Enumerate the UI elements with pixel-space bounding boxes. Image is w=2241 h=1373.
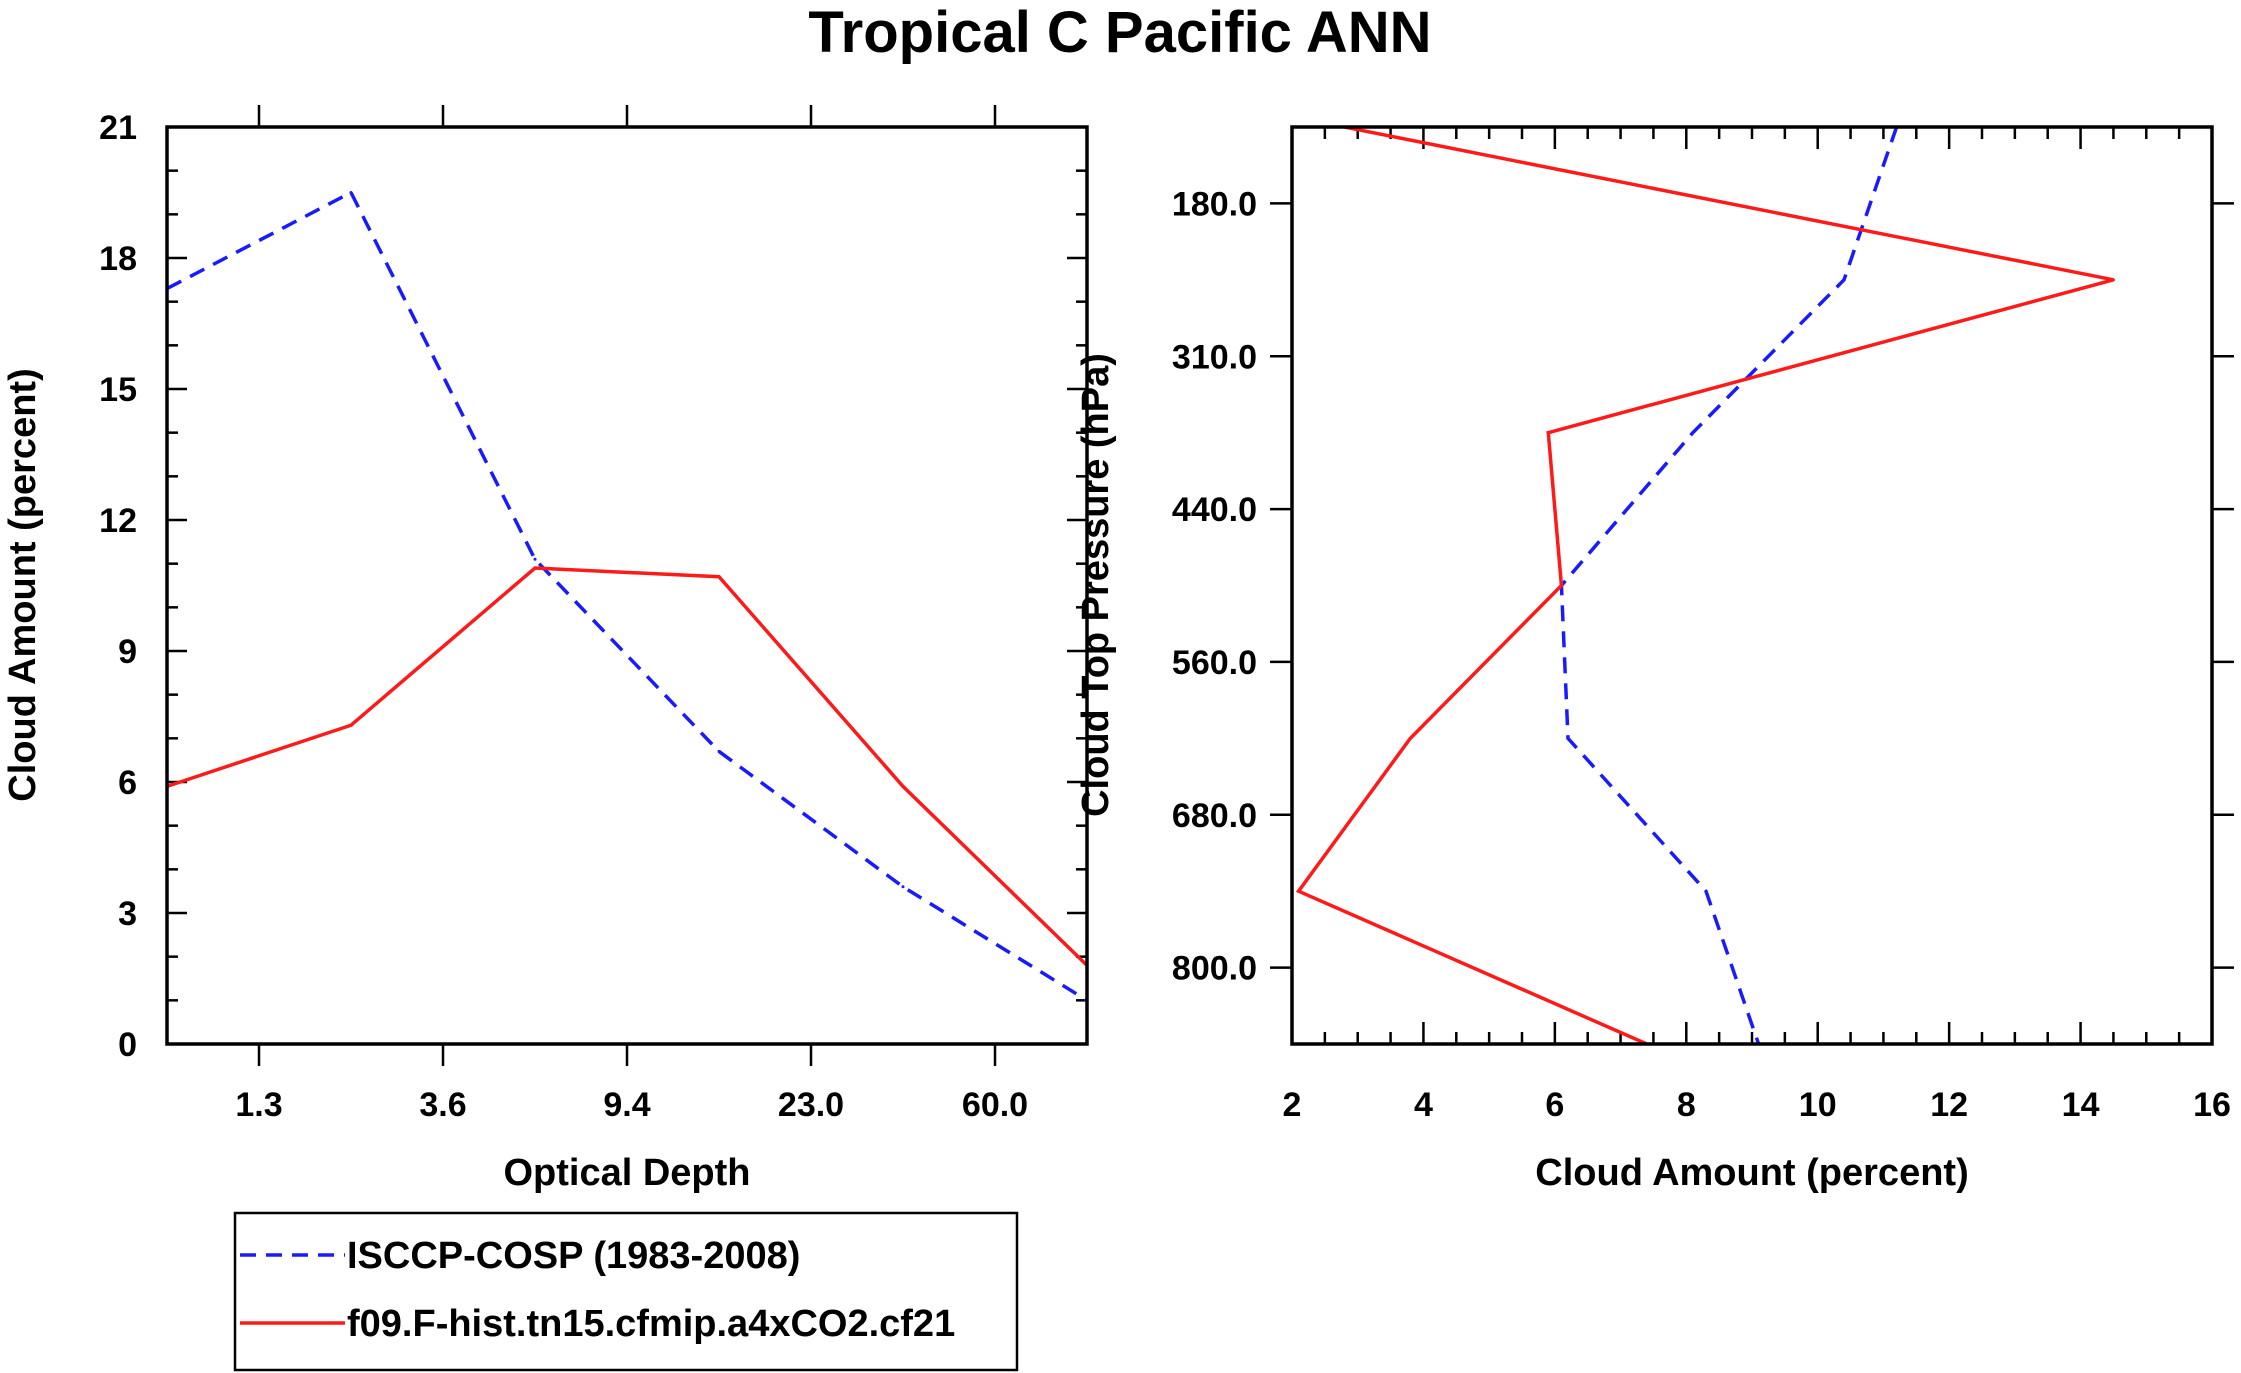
left-tick-labels: 0 3 6 9 12 15 18 21 1.3 3.6 9.4 23.0 60.0 <box>99 109 1028 1124</box>
right-point-1 <box>2111 278 2115 282</box>
right-y-tick-label: 180.0 <box>1172 185 1257 223</box>
left-point-1 <box>533 566 537 570</box>
right-point-1 <box>1297 889 1301 893</box>
right-x-tick-label: 2 <box>1283 1086 1302 1124</box>
left-point-0 <box>349 191 353 194</box>
optical-depth-panel: 0 3 6 9 12 15 18 21 1.3 3.6 9.4 23.0 60.0 Optical De… <box>2 105 1089 1194</box>
left-y-tick-label: 9 <box>118 633 137 671</box>
left-x-tick-label: 23.0 <box>778 1086 844 1124</box>
legend-label-model: f09.F-hist.tn15.cfmip.a4xCO2.cf21 <box>347 1303 955 1345</box>
right-point-1 <box>1546 431 1550 435</box>
right-series-1 <box>1295 125 2114 1046</box>
left-x-tick-label: 1.3 <box>235 1086 282 1124</box>
right-x-tick-label: 4 <box>1414 1086 1433 1124</box>
right-x-tick-label: 8 <box>1677 1086 1696 1124</box>
left-series-lines <box>165 190 1089 1002</box>
left-x-tick-label: 3.6 <box>419 1086 466 1124</box>
right-tick-labels: 2 4 6 8 10 12 14 16 180.0 310.0 440.0 560.0 680.0 800… <box>1172 185 2231 1124</box>
right-point-0 <box>1691 431 1695 435</box>
right-point-1 <box>1559 584 1563 587</box>
right-x-tick-label: 10 <box>1799 1086 1837 1124</box>
left-point-0 <box>717 749 721 753</box>
right-x-tick-label: 16 <box>2193 1086 2231 1124</box>
right-x-axis-label: Cloud Amount (percent) <box>1535 1152 1968 1194</box>
right-y-tick-label: 440.0 <box>1172 491 1257 529</box>
left-y-axis-label: Cloud Amount (percent) <box>2 368 44 801</box>
right-ticks <box>1270 127 2234 1044</box>
left-x-tick-label: 60.0 <box>962 1086 1028 1124</box>
left-y-tick-label: 15 <box>99 371 137 409</box>
right-x-tick-label: 12 <box>1930 1086 1968 1124</box>
left-y-tick-label: 6 <box>118 764 137 802</box>
left-y-tick-label: 18 <box>99 240 137 278</box>
left-point-0 <box>901 885 905 889</box>
right-x-tick-label: 6 <box>1545 1086 1564 1124</box>
right-x-tick-label: 14 <box>2062 1086 2100 1124</box>
left-plot-frame <box>165 125 1089 1046</box>
right-point-1 <box>1408 736 1412 740</box>
left-series-0 <box>166 190 1088 1002</box>
left-point-0 <box>533 557 537 561</box>
pressure-panel: 2 4 6 8 10 12 14 16 180.0 310.0 440.0 560.0 680.0 800… <box>1075 125 2234 1194</box>
left-y-tick-label: 12 <box>99 502 137 540</box>
left-point-1 <box>349 723 353 727</box>
legend: ISCCP-COSP (1983-2008) f09.F-hist.tn15.c… <box>233 1211 1019 1372</box>
left-y-tick-label: 21 <box>99 109 137 147</box>
left-point-1 <box>717 575 721 579</box>
left-y-tick-label: 0 <box>118 1026 137 1064</box>
right-series-lines <box>1295 125 2115 1046</box>
right-y-tick-label: 800.0 <box>1172 950 1257 988</box>
right-plot-frame <box>1290 125 2214 1046</box>
figure-title: Tropical C Pacific ANN <box>808 0 1431 65</box>
right-point-0 <box>1704 889 1708 893</box>
left-ticks <box>167 105 1087 1066</box>
left-point-1 <box>901 784 905 788</box>
right-y-tick-label: 560.0 <box>1172 644 1257 682</box>
left-y-tick-label: 3 <box>118 895 137 933</box>
right-point-0 <box>1566 736 1570 740</box>
right-point-0 <box>1842 278 1846 282</box>
right-y-tick-label: 310.0 <box>1172 338 1257 376</box>
legend-box <box>233 1211 1019 1372</box>
left-series-1 <box>166 566 1089 967</box>
left-x-axis-label: Optical Depth <box>503 1152 750 1194</box>
right-y-tick-label: 680.0 <box>1172 797 1257 835</box>
left-x-tick-label: 9.4 <box>603 1086 650 1124</box>
legend-label-obs: ISCCP-COSP (1983-2008) <box>347 1235 800 1277</box>
right-y-axis-label: Cloud Top Pressure (hPa) <box>1075 353 1117 817</box>
right-series-0 <box>1559 126 1899 1045</box>
